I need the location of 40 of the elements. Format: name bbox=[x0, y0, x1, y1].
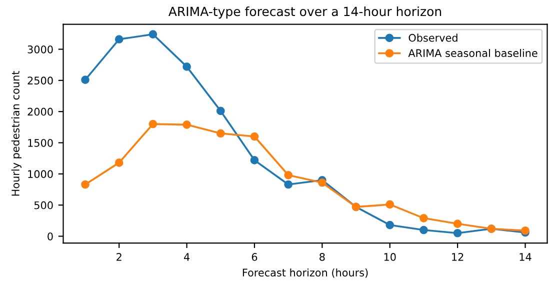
y-tick-label: 3000 bbox=[28, 45, 53, 54]
point bbox=[453, 220, 462, 228]
legend-label: Observed bbox=[408, 34, 458, 42]
point bbox=[148, 120, 158, 128]
x-tick-label: 10 bbox=[384, 253, 396, 261]
x-tick-label: 12 bbox=[452, 253, 464, 261]
x-tick-label: 2 bbox=[116, 253, 122, 261]
point bbox=[284, 170, 292, 180]
point bbox=[81, 180, 90, 189]
x-tick-label: 6 bbox=[252, 253, 258, 261]
point bbox=[386, 220, 394, 230]
x-tick-label: 14 bbox=[520, 253, 532, 261]
point bbox=[182, 62, 191, 71]
point bbox=[148, 30, 158, 38]
y-tick-label: 2000 bbox=[28, 108, 53, 116]
y-tick-label: 2500 bbox=[28, 76, 53, 85]
y-tick-label: 500 bbox=[34, 201, 53, 210]
y-tick-label: 1000 bbox=[28, 170, 53, 178]
point bbox=[386, 200, 394, 209]
chart-title: ARIMA-type forecast over a 14-hour horizon bbox=[168, 6, 442, 19]
point bbox=[216, 106, 225, 116]
y-axis-title: Hourly pedestrian count bbox=[11, 71, 22, 196]
x-axis-title: Forecast horizon (hours) bbox=[242, 268, 368, 278]
x-tick-label: 8 bbox=[320, 253, 325, 261]
point bbox=[182, 120, 191, 129]
point bbox=[420, 214, 428, 222]
point bbox=[453, 228, 462, 238]
point bbox=[81, 76, 90, 84]
x-tick-label: 4 bbox=[184, 253, 190, 261]
point bbox=[114, 35, 124, 44]
y-tick-label: 1500 bbox=[28, 138, 53, 147]
point bbox=[114, 158, 124, 167]
point bbox=[250, 156, 259, 164]
point bbox=[250, 132, 259, 141]
point bbox=[420, 226, 428, 234]
point bbox=[318, 178, 326, 187]
point bbox=[216, 129, 225, 138]
point bbox=[284, 180, 292, 189]
y-tick-label: 0 bbox=[48, 232, 53, 240]
legend-label: ARIMA seasonal baseline bbox=[408, 48, 538, 58]
